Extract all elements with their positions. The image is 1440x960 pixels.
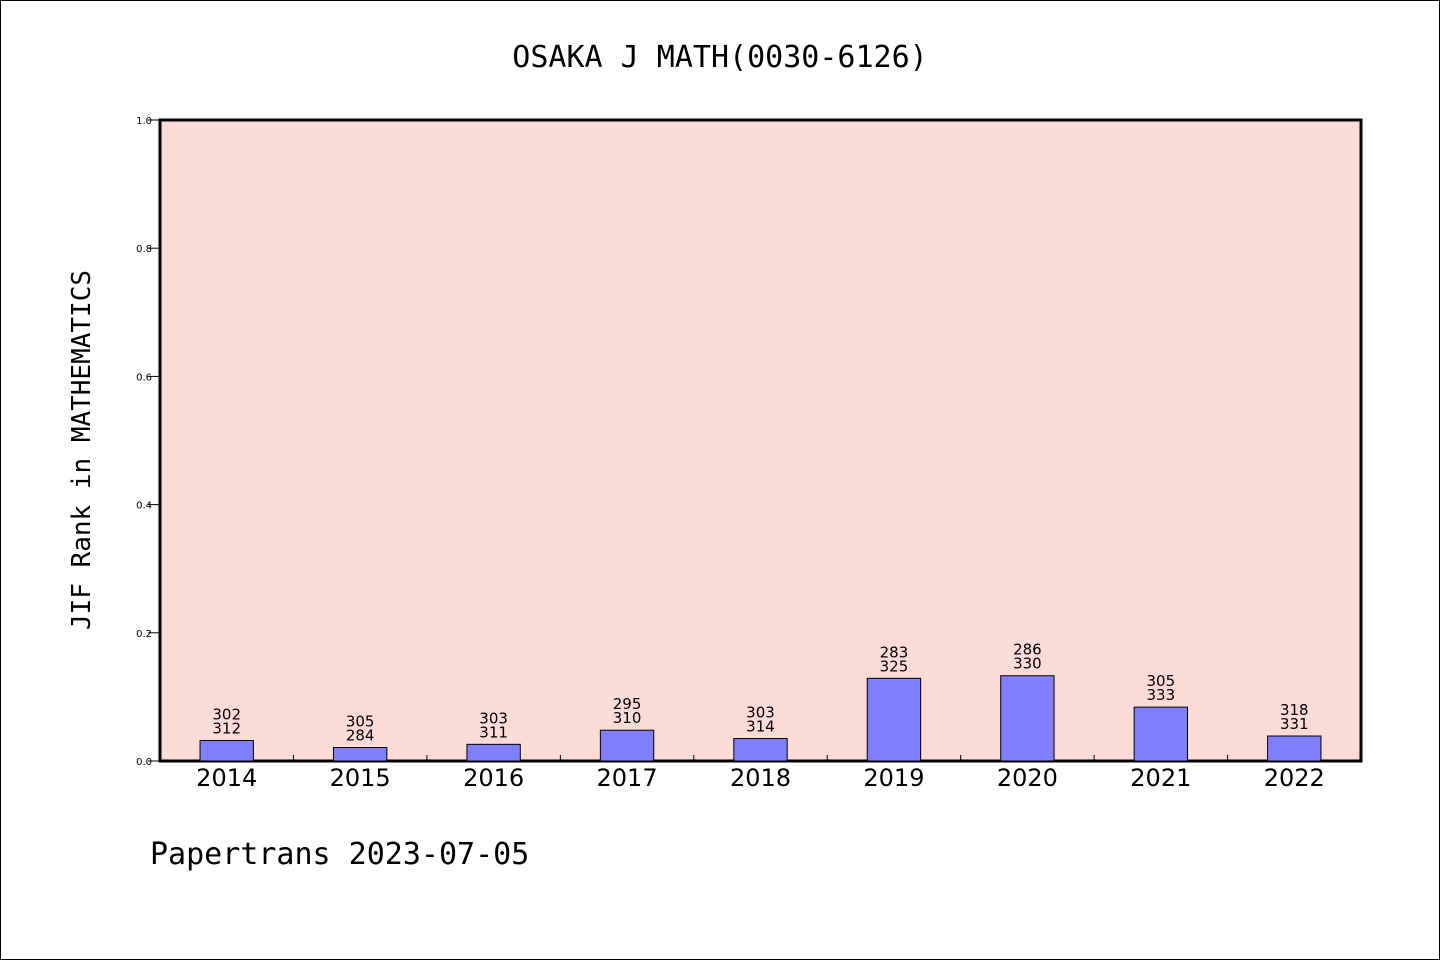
x-tick-label-2019: 2019 [863, 764, 924, 792]
rank-label-2016: 303 [479, 709, 508, 727]
total-label-2015: 284 [346, 727, 375, 745]
footer-source-date: Papertrans 2023-07-05 [150, 837, 529, 872]
y-tick-label: 1.0 [136, 116, 152, 127]
bars [199, 675, 1322, 762]
rank-label-2015: 305 [346, 713, 375, 731]
x-tick-label-2020: 2020 [997, 764, 1058, 792]
total-label-2017: 310 [613, 709, 642, 727]
chart-title: OSAKA J MATH(0030-6126) [512, 40, 927, 75]
total-label-2020: 330 [1013, 655, 1042, 673]
x-tick-label-2021: 2021 [1130, 764, 1191, 792]
y-tick-label: 0.4 [136, 501, 152, 512]
total-label-2016: 311 [479, 723, 508, 741]
total-label-2018: 314 [746, 718, 775, 736]
rank-label-2022: 318 [1280, 701, 1309, 719]
y-tick-label: 0.8 [136, 244, 152, 255]
bar-2016 [466, 743, 521, 762]
x-tick-label-2022: 2022 [1264, 764, 1325, 792]
rank-label-2019: 283 [880, 643, 909, 661]
bar-2017 [599, 729, 655, 762]
bar-2018 [733, 738, 788, 762]
rank-label-2018: 303 [746, 704, 775, 722]
y-tick-label: 0.2 [136, 629, 152, 640]
total-label-2022: 331 [1280, 715, 1309, 733]
x-tick-label-2017: 2017 [597, 764, 658, 792]
x-tick-label-2014: 2014 [196, 764, 257, 792]
rank-label-2017: 295 [613, 695, 642, 713]
x-tick-label-2018: 2018 [730, 764, 791, 792]
total-label-2021: 333 [1147, 686, 1176, 704]
rank-label-2020: 286 [1013, 641, 1042, 659]
plot-area [158, 118, 1363, 763]
y-tick-label: 0.6 [136, 372, 152, 383]
bar-2020 [1000, 675, 1055, 762]
total-label-2019: 325 [880, 657, 909, 675]
bar-2019 [866, 677, 922, 762]
x-axis-ticks: 2014 2015 2016 2017 2018 2019 2020 2021 2022 [196, 755, 1325, 792]
y-axis-label: JIF Rank in MATHEMATICS [67, 270, 97, 630]
rank-label-2021: 305 [1147, 672, 1176, 690]
bar-2021 [1133, 706, 1189, 762]
rank-label-2014: 302 [212, 705, 241, 723]
x-tick-label-2015: 2015 [330, 764, 391, 792]
bar-2015 [332, 747, 388, 762]
y-tick-label: 0.0 [136, 757, 152, 768]
x-tick-label-2016: 2016 [463, 764, 524, 792]
bar-2022 [1267, 735, 1322, 762]
y-axis-ticks: 0.0 0.2 0.4 0.6 0.8 1.0 [136, 116, 160, 768]
total-label-2014: 312 [212, 719, 241, 737]
bar-2014 [199, 739, 254, 762]
